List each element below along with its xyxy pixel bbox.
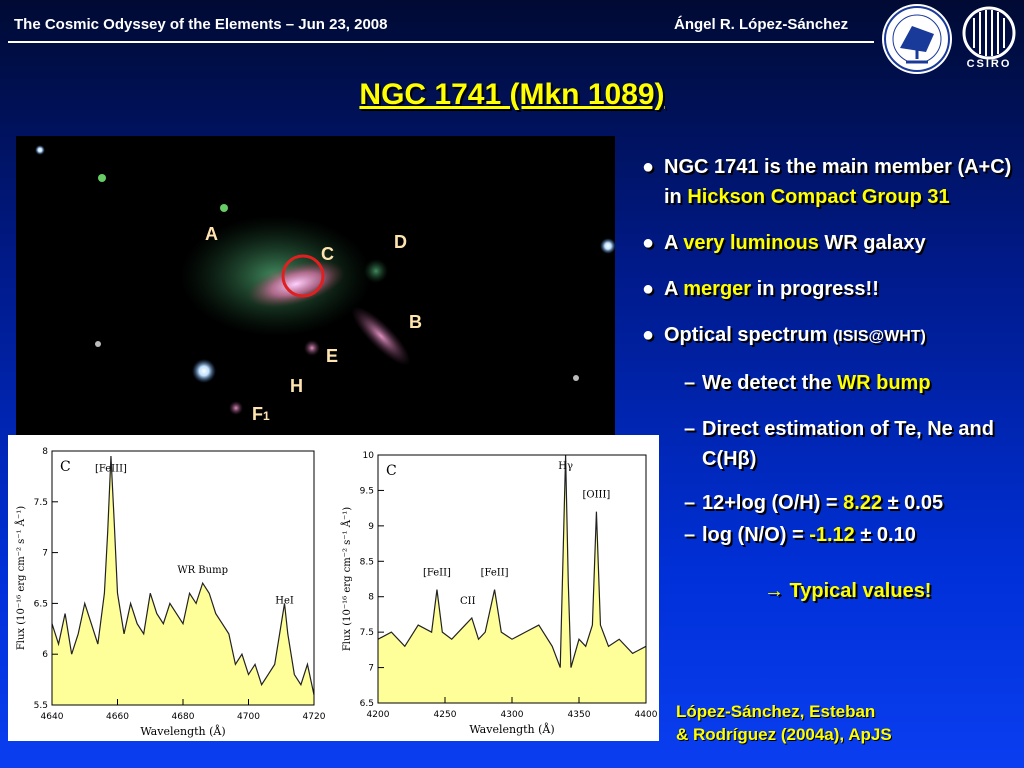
sub-bullet-1: – We detect the WR bump xyxy=(642,368,1017,398)
y-axis-label: Flux (10⁻¹⁶ erg cm⁻² s⁻¹ Å⁻¹) xyxy=(341,507,353,651)
csiro-logo-icon: CSIRO xyxy=(956,4,1022,70)
annotation-label: [FeIII] xyxy=(95,463,127,474)
panel-label: C xyxy=(386,463,397,479)
bullet-3-suffix: in progress!! xyxy=(751,278,879,300)
reference-line-1: López-Sánchez, Esteban xyxy=(676,702,876,721)
y-tick-label: 7 xyxy=(42,549,48,559)
header-divider xyxy=(8,41,874,43)
sub-bullet-4: – log (N/O) = -1.12 ± 0.10 xyxy=(642,520,1017,550)
spectra-panel: 4640 4660 4680 4700 4720 5.5 6 6.5 7 7.5 8 Waveleng… xyxy=(8,435,659,741)
label-a: A xyxy=(205,224,218,244)
dash-icon: – xyxy=(684,372,696,394)
y-tick-label: 6.5 xyxy=(360,699,374,709)
label-f: F1 xyxy=(252,404,270,425)
bullet-2-highlight: very luminous xyxy=(683,232,819,254)
sub-bullet-2-text: Direct estimation of Te, Ne and C(Hβ) xyxy=(702,418,994,470)
bullet-dot-icon: ● xyxy=(642,324,655,346)
sub-bullet-3: – 12+log (O/H) = 8.22 ± 0.05 xyxy=(642,488,1017,518)
y-tick-label: 9.5 xyxy=(360,486,374,496)
sub-bullet-1-highlight: WR bump xyxy=(837,372,931,394)
spectrum-2-line xyxy=(377,454,647,668)
sub-bullet-3-prefix: 12+log (O/H) = xyxy=(702,492,844,514)
x-tick-label: 4660 xyxy=(106,712,129,722)
bullet-3-prefix: A xyxy=(664,278,684,300)
y-tick-label: 5.5 xyxy=(34,701,48,711)
bullet-2: ● A very luminous WR galaxy xyxy=(642,228,1017,258)
csiro-logo-text: CSIRO xyxy=(966,58,1012,70)
bullet-2-suffix: WR galaxy xyxy=(818,232,926,254)
reference-line-2: & Rodríguez (2004a), ApJS xyxy=(676,725,892,744)
y-tick-label: 7 xyxy=(368,664,374,674)
label-h: H xyxy=(290,376,303,396)
y-axis-label: Flux (10⁻¹⁶ erg cm⁻² s⁻¹ Å⁻¹) xyxy=(15,506,27,650)
x-tick-label: 4250 xyxy=(434,710,457,720)
label-e: E xyxy=(326,346,339,366)
dash-icon: – xyxy=(684,524,696,546)
bullet-1-highlight: Hickson Compact Group 31 xyxy=(687,186,950,208)
sub-bullet-4-prefix: log (N/O) = xyxy=(702,524,810,546)
sub-bullet-3-suffix: ± 0.05 xyxy=(882,492,944,514)
bullet-dot-icon: ● xyxy=(642,278,655,300)
bullet-dot-icon: ● xyxy=(642,232,655,254)
label-b: B xyxy=(409,312,422,332)
atnf-logo-icon xyxy=(882,4,952,74)
x-tick-label: 4700 xyxy=(237,712,260,722)
x-tick-label: 4300 xyxy=(501,710,524,720)
bullet-2-prefix: A xyxy=(664,232,684,254)
x-tick-label: 4720 xyxy=(303,712,326,722)
spectrum-1-fill xyxy=(52,456,314,705)
annotation-label: [OIII] xyxy=(582,490,610,501)
y-tick-label: 7.5 xyxy=(34,498,48,508)
sub-bullet-1-prefix: We detect the xyxy=(702,372,838,394)
y-tick-label: 10 xyxy=(363,451,375,461)
y-tick-label: 8 xyxy=(42,447,48,457)
y-tick-label: 9 xyxy=(368,522,374,532)
sub-bullet-2: – Direct estimation of Te, Ne and C(Hβ) xyxy=(642,414,1017,474)
panel-label: C xyxy=(60,459,71,475)
label-f-letter: F xyxy=(252,404,263,424)
slide-title: NGC 1741 (Mkn 1089) xyxy=(359,78,665,111)
reference: López-Sánchez, Esteban & Rodríguez (2004… xyxy=(676,700,892,746)
dash-icon: – xyxy=(684,418,696,440)
x-axis-label: Wavelength (Å) xyxy=(469,722,554,736)
x-tick-label: 4640 xyxy=(41,712,64,722)
x-tick-label: 4350 xyxy=(568,710,591,720)
sub-bullet-4-suffix: ± 0.10 xyxy=(854,524,916,546)
annotation-label: WR Bump xyxy=(177,565,228,576)
sub-bullet-4-highlight: -1.12 xyxy=(809,524,855,546)
bullet-dot-icon: ● xyxy=(642,156,655,178)
dash-icon: – xyxy=(684,492,696,514)
label-f-sub: 1 xyxy=(263,409,270,423)
bullet-1: ● NGC 1741 is the main member (A+C) in H… xyxy=(642,152,1017,212)
x-tick-label: 4200 xyxy=(367,710,390,720)
y-tick-label: 6 xyxy=(42,650,48,660)
y-tick-label: 8.5 xyxy=(360,557,374,567)
y-tick-label: 8 xyxy=(368,593,374,603)
x-tick-label: 4680 xyxy=(172,712,195,722)
header-left-text: The Cosmic Odyssey of the Elements – Jun… xyxy=(14,16,388,33)
bullet-4: ● Optical spectrum (ISIS@WHT) xyxy=(642,320,1017,352)
x-axis-label: Wavelength (Å) xyxy=(140,724,225,738)
header-right-text: Ángel R. López-Sánchez xyxy=(674,16,849,33)
y-tick-label: 6.5 xyxy=(34,599,48,609)
label-d: D xyxy=(394,232,407,252)
spectrum-1-line xyxy=(51,456,315,695)
galaxy-image: A C D B E H F1 xyxy=(16,136,615,436)
annotation-label: [FeII] xyxy=(481,567,509,578)
annotation-label: [FeII] xyxy=(423,567,451,578)
bullet-list: ● NGC 1741 is the main member (A+C) in H… xyxy=(642,152,1017,606)
annotation-label: Hγ xyxy=(558,461,573,472)
x-tick-label: 4400 xyxy=(635,710,658,720)
bullet-4-text: Optical spectrum xyxy=(664,324,833,346)
annotation-label: CII xyxy=(460,596,476,607)
typical-values-note: → Typical values! xyxy=(764,580,932,602)
y-tick-label: 7.5 xyxy=(360,628,374,638)
bullet-1-text: NGC 1741 is the main member (A+C) in xyxy=(664,156,1012,208)
annotation-label: HeI xyxy=(275,595,294,606)
label-c: C xyxy=(321,244,334,264)
sub-bullet-3-highlight: 8.22 xyxy=(843,492,883,514)
bullet-3: ● A merger in progress!! xyxy=(642,274,1017,304)
bullet-3-highlight: merger xyxy=(683,278,752,300)
bullet-4-small: (ISIS@WHT) xyxy=(832,328,926,345)
